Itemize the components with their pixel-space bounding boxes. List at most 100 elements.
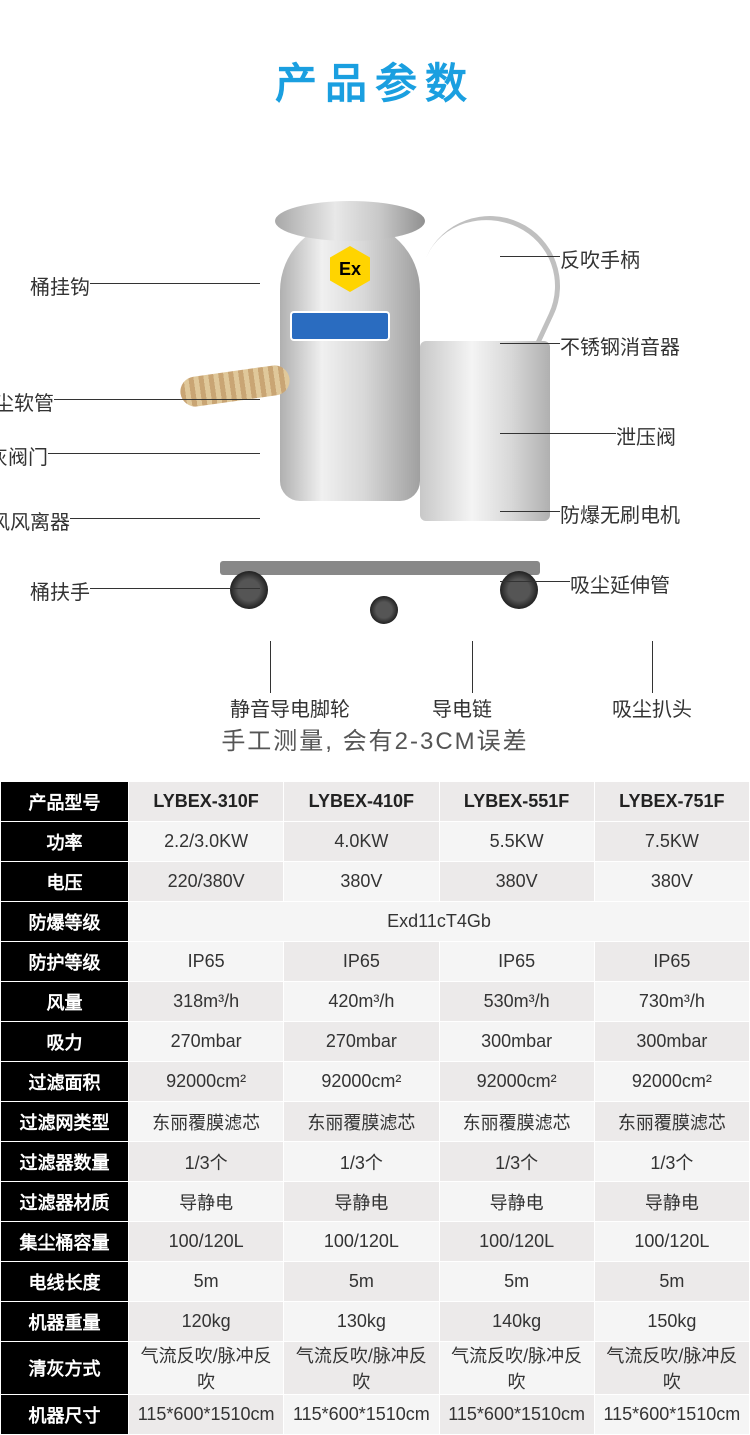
- spec-cell: 115*600*1510cm: [439, 1395, 594, 1435]
- callout-line: [472, 641, 473, 693]
- spec-cell: 380V: [284, 862, 439, 902]
- callout-label: 导电链: [432, 693, 492, 722]
- callout-line: [500, 581, 570, 582]
- spec-cell: 导静电: [284, 1182, 439, 1222]
- spec-cell: 420m³/h: [284, 982, 439, 1022]
- spec-cell: 气流反吹/脉冲反吹: [129, 1342, 284, 1395]
- spec-model-header: LYBEX-551F: [439, 782, 594, 822]
- vacuum-illustration: Ex: [160, 191, 590, 631]
- spec-cell: 5m: [439, 1262, 594, 1302]
- spec-cell: 东丽覆膜滤芯: [439, 1102, 594, 1142]
- spec-cell: 130kg: [284, 1302, 439, 1342]
- spec-cell: 1/3个: [439, 1142, 594, 1182]
- wheel-icon: [230, 571, 268, 609]
- spec-cell: 730m³/h: [594, 982, 749, 1022]
- spec-row-label: 机器重量: [1, 1302, 129, 1342]
- spec-row-label: 过滤器数量: [1, 1142, 129, 1182]
- spec-cell: 5m: [594, 1262, 749, 1302]
- spec-cell: 140kg: [439, 1302, 594, 1342]
- spec-row-label: 防护等级: [1, 942, 129, 982]
- spec-cell: 92000cm²: [439, 1062, 594, 1102]
- callout-label: 静音导电脚轮: [230, 693, 350, 722]
- callout-label: 吸尘延伸管: [570, 569, 670, 598]
- callout-label: 泄压阀: [616, 421, 676, 450]
- spec-cell: IP65: [439, 942, 594, 982]
- spec-cell: 1/3个: [129, 1142, 284, 1182]
- callout-label: 不锈钢消音器: [560, 331, 680, 360]
- callout-line: [70, 518, 260, 519]
- spec-row-label: 集尘桶容量: [1, 1222, 129, 1262]
- spec-cell: 380V: [594, 862, 749, 902]
- spec-cell: 530m³/h: [439, 982, 594, 1022]
- spec-model-header: LYBEX-751F: [594, 782, 749, 822]
- wheel-icon: [370, 596, 398, 624]
- spec-cell: 1/3个: [594, 1142, 749, 1182]
- wheel-icon: [500, 571, 538, 609]
- callout-line: [54, 399, 260, 400]
- callout-line: [48, 453, 260, 454]
- callout-label: 导电吸尘软管: [0, 387, 54, 416]
- callout-label: 反吹清灰阀门: [0, 441, 48, 470]
- spec-cell: 300mbar: [594, 1022, 749, 1062]
- spec-cell: 7.5KW: [594, 822, 749, 862]
- spec-cell: Exd11cT4Gb: [129, 902, 750, 942]
- spec-cell: 4.0KW: [284, 822, 439, 862]
- spec-model-header: LYBEX-410F: [284, 782, 439, 822]
- spec-row-label: 过滤面积: [1, 1062, 129, 1102]
- spec-cell: 100/120L: [129, 1222, 284, 1262]
- spec-cell: 115*600*1510cm: [129, 1395, 284, 1435]
- callout-label: 桶扶手: [30, 576, 90, 605]
- spec-header-label: 产品型号: [1, 782, 129, 822]
- spec-cell: 92000cm²: [594, 1062, 749, 1102]
- callout-line: [500, 256, 560, 257]
- spec-row-label: 功率: [1, 822, 129, 862]
- spec-cell: 220/380V: [129, 862, 284, 902]
- spec-cell: 270mbar: [284, 1022, 439, 1062]
- spec-cell: 导静电: [439, 1182, 594, 1222]
- spec-cell: 270mbar: [129, 1022, 284, 1062]
- callout-line: [652, 641, 653, 693]
- spec-cell: 气流反吹/脉冲反吹: [439, 1342, 594, 1395]
- spec-cell: 东丽覆膜滤芯: [594, 1102, 749, 1142]
- spec-cell: 92000cm²: [129, 1062, 284, 1102]
- spec-cell: 115*600*1510cm: [594, 1395, 749, 1435]
- spec-cell: 导静电: [129, 1182, 284, 1222]
- spec-row-label: 风量: [1, 982, 129, 1022]
- spec-cell: 100/120L: [284, 1222, 439, 1262]
- base-bar-shape: [220, 561, 540, 575]
- callout-line: [90, 588, 260, 589]
- spec-cell: 东丽覆膜滤芯: [284, 1102, 439, 1142]
- callout-line: [500, 433, 616, 434]
- spec-cell: 115*600*1510cm: [284, 1395, 439, 1435]
- spec-cell: 5m: [129, 1262, 284, 1302]
- spec-row-label: 过滤网类型: [1, 1102, 129, 1142]
- callout-label: 反吹手柄: [560, 244, 640, 273]
- callout-line: [500, 511, 560, 512]
- page-title: 产品参数: [0, 0, 750, 131]
- spec-cell: 气流反吹/脉冲反吹: [284, 1342, 439, 1395]
- callout-line: [270, 641, 271, 693]
- spec-cell: 东丽覆膜滤芯: [129, 1102, 284, 1142]
- callout-label: 旋风风离器: [0, 506, 70, 535]
- spec-cell: IP65: [284, 942, 439, 982]
- spec-cell: 318m³/h: [129, 982, 284, 1022]
- spec-row-label: 电压: [1, 862, 129, 902]
- spec-row-label: 清灰方式: [1, 1342, 129, 1395]
- spec-row-label: 吸力: [1, 1022, 129, 1062]
- spec-cell: 300mbar: [439, 1022, 594, 1062]
- vac-lid-shape: [275, 201, 425, 241]
- spec-row-label: 防爆等级: [1, 902, 129, 942]
- callout-label: 桶挂钩: [30, 271, 90, 300]
- spec-cell: IP65: [129, 942, 284, 982]
- spec-cell: 5m: [284, 1262, 439, 1302]
- spec-cell: 100/120L: [594, 1222, 749, 1262]
- motor-box-shape: [420, 341, 550, 521]
- spec-table: 产品型号LYBEX-310FLYBEX-410FLYBEX-551FLYBEX-…: [0, 781, 750, 1435]
- spec-cell: 1/3个: [284, 1142, 439, 1182]
- callout-line: [90, 283, 260, 284]
- spec-model-header: LYBEX-310F: [129, 782, 284, 822]
- spec-cell: 气流反吹/脉冲反吹: [594, 1342, 749, 1395]
- product-diagram: Ex 桶挂钩导电吸尘软管反吹清灰阀门旋风风离器桶扶手反吹手柄不锈钢消音器泄压阀防…: [0, 131, 750, 711]
- spec-cell: 150kg: [594, 1302, 749, 1342]
- spec-cell: 导静电: [594, 1182, 749, 1222]
